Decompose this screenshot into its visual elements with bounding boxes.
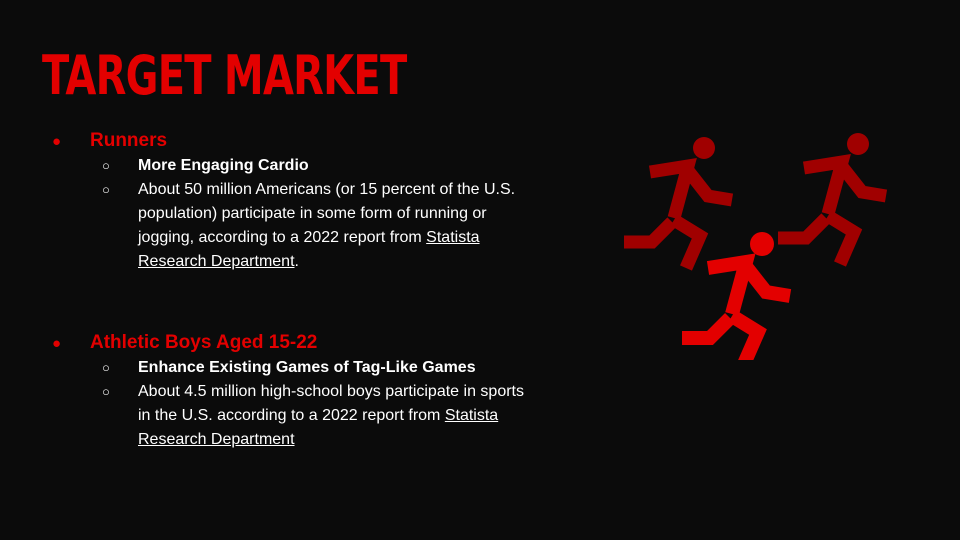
source-link[interactable]: Statista Research Department <box>138 229 480 270</box>
sub-bullet: ○ Enhance Existing Games of Tag-Like Gam… <box>102 356 612 380</box>
runner-figure <box>682 232 792 360</box>
sub-bullet: ○ More Engaging Cardio <box>102 154 612 178</box>
sub-bullet-text: More Engaging Cardio <box>138 157 309 174</box>
runner-figure <box>624 137 734 271</box>
source-link[interactable]: Statista Research Department <box>138 407 499 448</box>
slide-title: TARGET MARKET <box>42 44 407 107</box>
running-people-icon <box>624 133 888 360</box>
bullet-dot-icon: ● <box>52 335 62 352</box>
sub-bullet-text: About 4.5 million high-school boys parti… <box>138 383 524 448</box>
bullet-runners: ● Runners <box>52 128 612 154</box>
bullet-athletic-boys: ● Athletic Boys Aged 15-22 <box>52 330 612 356</box>
sub-bullet-text: About 50 million Americans (or 15 percen… <box>138 181 516 270</box>
bullet-dot-icon: ● <box>52 133 62 150</box>
circle-bullet-icon: ○ <box>102 158 110 173</box>
sub-bullet: ○ About 4.5 million high-school boys par… <box>102 380 612 452</box>
sub-bullet: ○ About 50 million Americans (or 15 perc… <box>102 178 612 274</box>
circle-bullet-icon: ○ <box>102 360 110 375</box>
section-athletic-boys: ● Athletic Boys Aged 15-22 ○ Enhance Exi… <box>52 330 612 452</box>
circle-bullet-icon: ○ <box>102 384 110 399</box>
runner-figure <box>778 133 888 267</box>
circle-bullet-icon: ○ <box>102 182 110 197</box>
section-heading: Runners <box>90 130 168 151</box>
section-runners: ● Runners ○ More Engaging Cardio ○ About… <box>52 128 612 274</box>
section-heading: Athletic Boys Aged 15-22 <box>90 332 318 353</box>
sub-bullet-text: Enhance Existing Games of Tag-Like Games <box>138 359 476 376</box>
